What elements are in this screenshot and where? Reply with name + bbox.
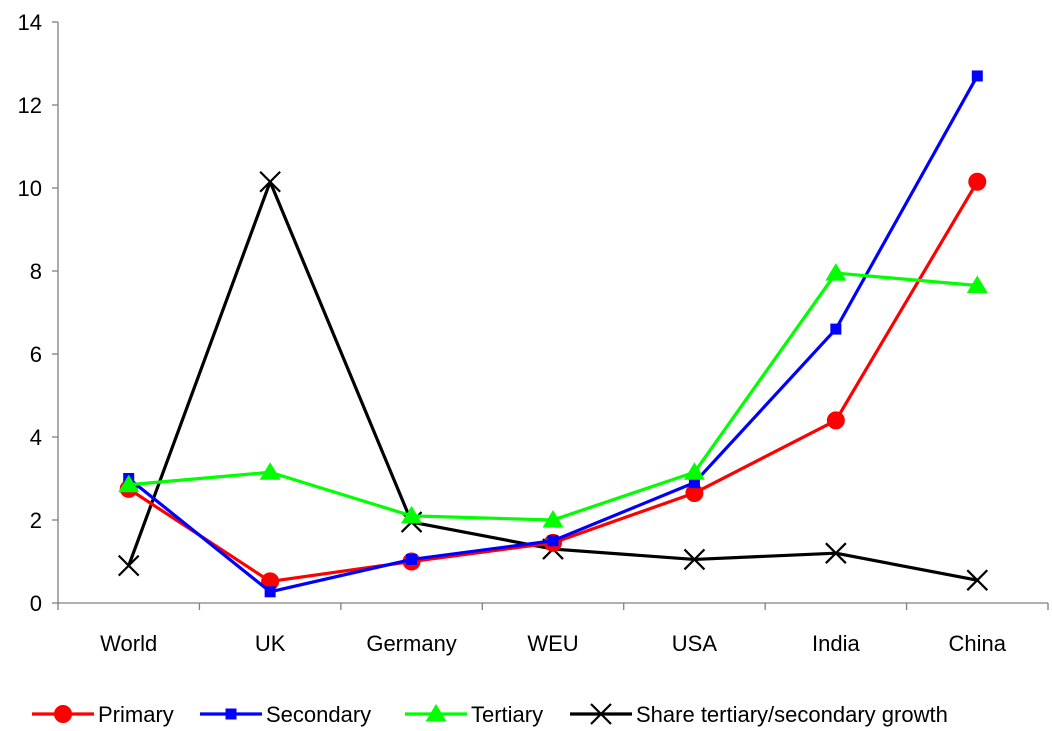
data-point — [117, 554, 140, 577]
data-point — [683, 462, 705, 480]
y-tick-label: 10 — [18, 176, 42, 201]
series-tertiary — [118, 263, 988, 528]
data-point — [683, 548, 706, 571]
y-tick-label: 4 — [30, 425, 42, 450]
y-tick-label: 14 — [18, 10, 42, 35]
data-point — [966, 275, 988, 294]
data-point — [968, 172, 987, 191]
data-point — [264, 586, 276, 598]
legend-label: Primary — [98, 702, 174, 727]
legend-label: Share tertiary/secondary growth — [636, 702, 948, 727]
y-tick-label: 8 — [30, 259, 42, 284]
data-point — [830, 323, 842, 335]
data-point — [547, 535, 559, 547]
y-tick-label: 2 — [30, 508, 42, 533]
legend-label: Tertiary — [471, 702, 543, 727]
y-tick-label: 6 — [30, 342, 42, 367]
legend-marker — [590, 703, 612, 725]
data-point — [259, 170, 281, 193]
legend-marker — [225, 708, 237, 720]
x-tick-label: Germany — [366, 631, 456, 656]
data-point — [542, 510, 564, 528]
x-tick-label: China — [949, 631, 1007, 656]
legend-entry: Secondary — [200, 702, 371, 727]
data-point — [826, 411, 845, 430]
legend-entry: Primary — [32, 702, 174, 727]
legend-marker — [54, 705, 72, 723]
series-lines — [117, 70, 989, 598]
y-tick-label: 12 — [18, 93, 42, 118]
y-tick-label: 0 — [30, 591, 42, 616]
data-point — [118, 474, 140, 493]
data-point — [966, 569, 989, 591]
data-point — [825, 542, 847, 564]
data-point — [825, 263, 847, 281]
x-tick-label: WEU — [527, 631, 578, 656]
x-tick-label: India — [812, 631, 860, 656]
x-tick-label: USA — [672, 631, 718, 656]
legend-entry: Share tertiary/secondary growth — [570, 702, 948, 727]
x-tick-label: UK — [255, 631, 286, 656]
axes: 0 2 4 6 8 10 12 14 World UK Germany WEU USA India Chin… — [18, 10, 1049, 656]
legend: Primary Secondary Tertiary Share tertiary/s… — [32, 702, 948, 727]
legend-label: Secondary — [266, 702, 371, 727]
legend-entry: Tertiary — [405, 702, 543, 727]
data-point — [688, 477, 700, 489]
data-point — [259, 462, 281, 480]
data-point — [971, 70, 983, 82]
data-point — [406, 553, 418, 565]
legend-marker — [425, 704, 447, 722]
x-tick-label: World — [100, 631, 157, 656]
data-point — [401, 505, 423, 524]
